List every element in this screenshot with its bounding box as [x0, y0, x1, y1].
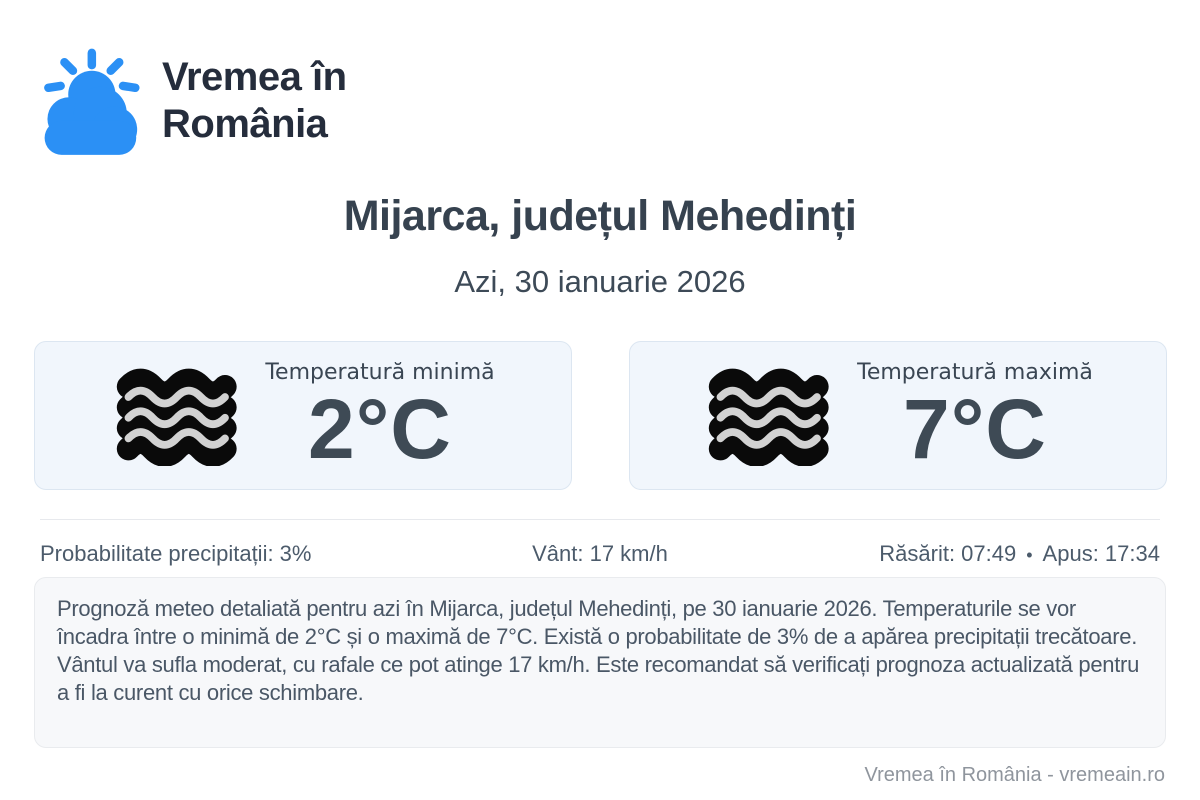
- sun-cloud-icon: [44, 48, 140, 155]
- bullet-separator: •: [1026, 545, 1033, 565]
- min-temp-card: Temperatură minimă 2°C: [34, 341, 572, 490]
- sunrise-stat: Răsărit: 07:49: [879, 541, 1017, 566]
- forecast-text: Prognoză meteo detaliată pentru azi în M…: [57, 596, 1140, 705]
- page-title: Mijarca, județul Mehedinți: [343, 192, 857, 240]
- footer-credit: Vremea în România - vremeain.ro: [864, 764, 1166, 786]
- logo-text: Vremea în România: [162, 54, 347, 148]
- sun-times-stat: Răsărit: 07:49 • Apus: 17:34: [787, 541, 1160, 567]
- precipitation-stat: Probabilitate precipitații: 3%: [40, 541, 312, 566]
- max-temp-label: Temperatură maximă: [857, 360, 1093, 385]
- max-temp-card: Temperatură maximă 7°C: [629, 341, 1167, 490]
- max-temp-value: 7°C: [903, 382, 1047, 476]
- forecast-box: Prognoză meteo detaliată pentru azi în M…: [34, 577, 1166, 748]
- max-temp-text: Temperatură maximă 7°C: [857, 360, 1093, 471]
- stats-row: Probabilitate precipitații: 3% Vânt: 17 …: [40, 541, 1160, 567]
- stats-divider: [40, 519, 1160, 520]
- date-subtitle: Azi, 30 ianuarie 2026: [454, 264, 746, 299]
- sunset-stat: Apus: 17:34: [1042, 541, 1160, 566]
- temperature-cards: Temperatură minimă 2°C: [34, 341, 1167, 490]
- logo-text-line1: Vremea în: [162, 55, 347, 99]
- wind-stat: Vânt: 17 km/h: [532, 541, 668, 566]
- min-temp-text: Temperatură minimă 2°C: [265, 360, 494, 471]
- site-logo: Vremea în România: [38, 46, 347, 156]
- fog-icon: [117, 368, 237, 466]
- fog-icon: [708, 368, 829, 466]
- min-temp-value: 2°C: [308, 382, 452, 476]
- logo-text-line2: România: [162, 102, 328, 146]
- min-temp-label: Temperatură minimă: [265, 360, 495, 385]
